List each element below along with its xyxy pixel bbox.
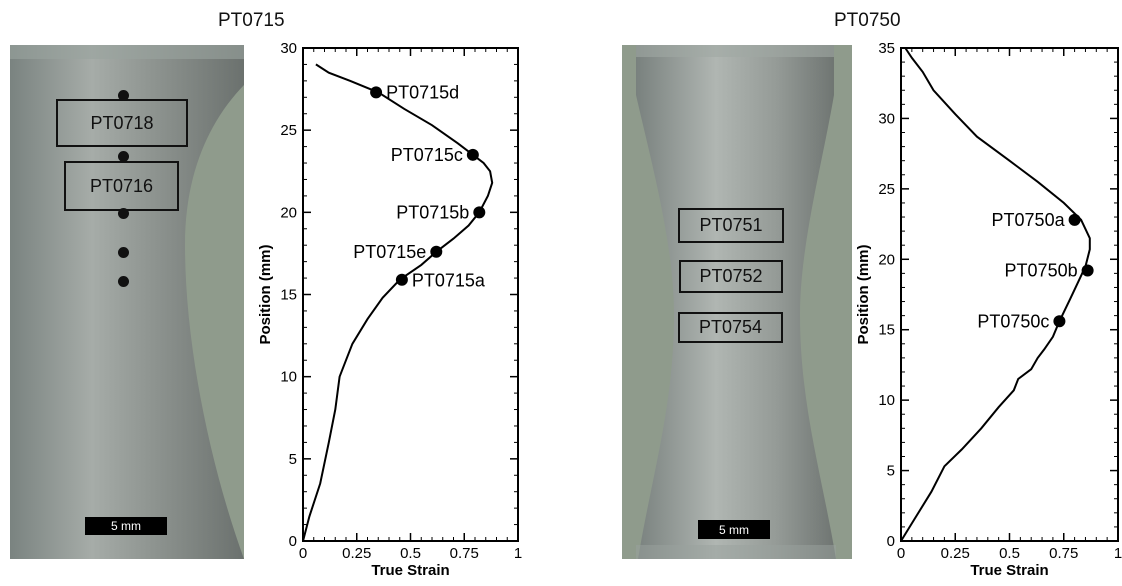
- y-tick-label: 0: [289, 533, 297, 550]
- box-label-pt0752: PT0752: [679, 260, 783, 293]
- data-point: [1068, 213, 1081, 226]
- x-tick-label: 0.25: [342, 545, 371, 562]
- data-point: [473, 206, 486, 219]
- data-point-label: PT0715d: [386, 82, 459, 102]
- data-point-label: PT0715e: [353, 242, 426, 262]
- x-tick-label: 0.5: [400, 545, 421, 562]
- data-point-label: PT0715a: [412, 271, 486, 291]
- scale-bar: 5 mm: [85, 517, 167, 535]
- specimen-photo-pt0750: [622, 45, 852, 559]
- plot-frame: [900, 47, 1119, 542]
- y-tick-label: 30: [878, 110, 895, 127]
- panel-title-pt0715: PT0715: [218, 10, 285, 31]
- data-point-label: PT0750b: [1005, 261, 1078, 281]
- specimen-photo-pt0715: [10, 45, 244, 559]
- x-tick-label: 0.75: [450, 545, 479, 562]
- y-tick-label: 10: [878, 392, 895, 409]
- y-axis-label: Position (mm): [257, 244, 274, 344]
- y-tick-label: 20: [280, 204, 297, 221]
- y-tick-label: 30: [280, 40, 297, 57]
- y-tick-label: 35: [878, 40, 895, 57]
- x-tick-label: 1: [1114, 545, 1122, 562]
- sample-dot: [118, 247, 129, 258]
- x-tick-label: 1: [514, 545, 522, 562]
- y-tick-label: 10: [280, 369, 297, 386]
- data-point-label: PT0750a: [992, 210, 1066, 230]
- sample-dot: [118, 151, 129, 162]
- sample-dot: [118, 90, 129, 101]
- x-tick-label: 0.25: [941, 545, 970, 562]
- data-point: [1053, 315, 1066, 328]
- data-point: [430, 245, 443, 258]
- data-point: [395, 273, 408, 286]
- x-axis-label: True Strain: [970, 562, 1048, 579]
- data-point: [370, 86, 383, 99]
- data-point: [1081, 264, 1094, 277]
- y-axis-label: Position (mm): [855, 244, 872, 344]
- sample-dot: [118, 276, 129, 287]
- x-tick-label: 0.75: [1049, 545, 1078, 562]
- y-tick-label: 0: [887, 533, 895, 550]
- data-point-label: PT0715b: [396, 202, 469, 222]
- y-tick-label: 15: [878, 322, 895, 339]
- box-label-pt0751: PT0751: [678, 208, 784, 243]
- y-tick-label: 5: [887, 463, 895, 480]
- y-tick-label: 25: [878, 181, 895, 198]
- data-point-label: PT0750c: [977, 311, 1049, 331]
- series-line: [302, 63, 494, 542]
- x-axis-label: True Strain: [371, 562, 449, 579]
- sample-dot: [118, 208, 129, 219]
- x-tick-label: 0.5: [999, 545, 1020, 562]
- y-tick-label: 20: [878, 251, 895, 268]
- y-tick-label: 15: [280, 287, 297, 304]
- box-label-pt0754: PT0754: [678, 312, 783, 343]
- y-tick-label: 25: [280, 122, 297, 139]
- data-point: [466, 148, 479, 161]
- scale-bar: 5 mm: [698, 520, 770, 539]
- data-point-label: PT0715c: [391, 145, 463, 165]
- y-tick-label: 5: [289, 451, 297, 468]
- series-line: [900, 47, 1091, 542]
- x-tick-label: 0: [299, 545, 307, 562]
- panel-title-pt0750: PT0750: [834, 10, 901, 31]
- x-tick-label: 0: [897, 545, 905, 562]
